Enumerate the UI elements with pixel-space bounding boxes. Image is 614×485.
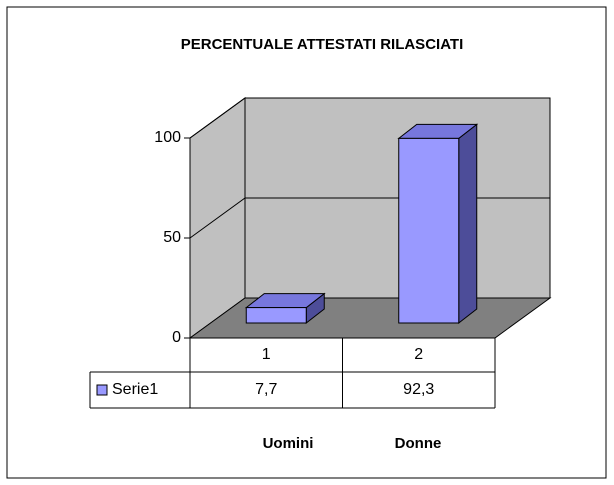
floor [188,297,552,339]
y-tick-label: 0 [172,329,181,346]
bar-side [458,123,478,325]
table-value: 92,3 [403,381,434,398]
legend-label: Serie1 [112,381,158,398]
y-tick-label: 50 [163,229,181,246]
bar [245,307,307,324]
bar [398,137,460,324]
category-name: Uomini [263,435,314,452]
grid-line [189,97,550,139]
x-tick-label: 2 [414,346,423,363]
x-tick-label: 1 [262,346,271,363]
table-value: 7,7 [255,381,277,398]
chart-title: PERCENTUALE ATTESTATI RILASCIATI [181,36,464,53]
legend-swatch [96,384,108,396]
category-name: Donne [395,435,442,452]
y-tick-label: 100 [154,129,181,146]
